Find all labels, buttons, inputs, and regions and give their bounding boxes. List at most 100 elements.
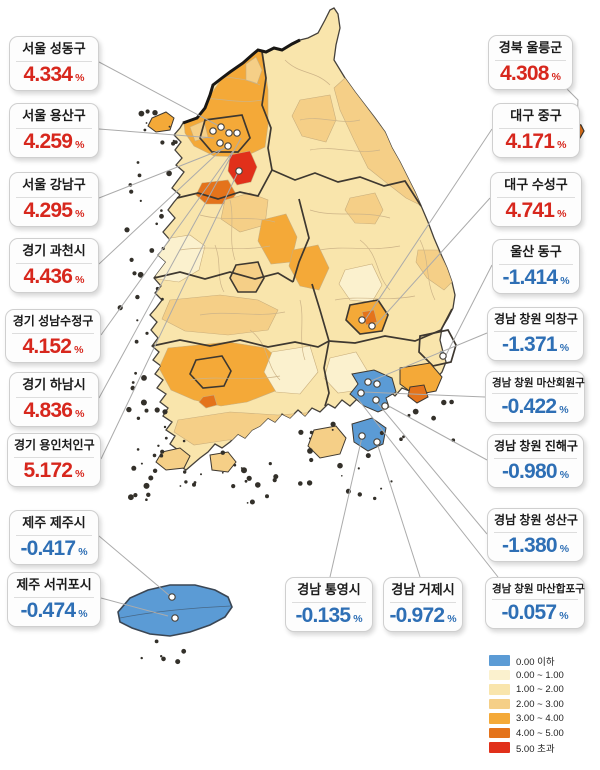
region-name: 경기 하남시: [16, 377, 92, 398]
percent-unit: %: [75, 71, 85, 84]
value-number: 4.741: [505, 198, 555, 222]
callout-gyeongnam-tongyeong: 경남 통영시 -0.135%: [285, 577, 373, 633]
callout-changwon-jinhae: 경남 창원 진해구 -0.980%: [487, 434, 584, 488]
value-number: 4.308: [500, 61, 549, 85]
legend-label: 5.00 초과: [516, 743, 555, 755]
percent-unit: %: [559, 542, 570, 555]
region-name: 서울 성동구: [16, 41, 92, 62]
value-number: 5.172: [23, 458, 73, 482]
callout-changwon-masanhoewon: 경남 창원 마산회원구 -0.422%: [485, 371, 585, 424]
region-name: 제주 제주시: [16, 515, 92, 536]
value-number: 4.259: [23, 129, 73, 153]
legend-swatch: [489, 727, 510, 739]
value-number: -0.057: [501, 601, 557, 625]
value-number: -0.980: [501, 459, 558, 483]
region-name: 경남 창원 성산구: [494, 513, 578, 533]
percent-unit: %: [78, 545, 88, 558]
legend-swatch: [489, 655, 510, 666]
region-value: -1.414%: [495, 266, 577, 290]
legend-row: 5.00 초과: [489, 742, 564, 755]
percent-unit: %: [75, 273, 85, 286]
region-value: -0.474%: [10, 599, 98, 623]
callout-gyeongnam-geoje: 경남 거제시 -0.972%: [383, 577, 463, 633]
legend-swatch: [489, 684, 510, 695]
value-number: 4.295: [23, 198, 73, 222]
value-number: -0.422: [501, 395, 557, 419]
region-value: 4.308%: [491, 62, 570, 86]
value-number: -0.474: [20, 598, 76, 622]
value-number: 4.436: [23, 264, 73, 288]
region-name: 경남 통영시: [292, 582, 366, 603]
value-number: -1.380: [501, 533, 558, 557]
percent-unit: %: [75, 138, 85, 151]
value-number: -0.972: [389, 603, 445, 627]
percent-unit: %: [551, 70, 561, 83]
callout-gyeonggi-hanam: 경기 하남시 4.836%: [9, 372, 99, 428]
value-number: -0.417: [20, 536, 76, 560]
percent-unit: %: [75, 467, 85, 480]
legend-label: 0.00 이하: [516, 656, 555, 668]
region-name: 경남 창원 마산회원구: [492, 377, 585, 395]
callout-lines: [98, 61, 579, 617]
region-name: 서울 강남구: [16, 177, 92, 198]
region-value: 4.436%: [12, 265, 96, 289]
region-value: -0.422%: [488, 395, 582, 419]
region-name: 경북 울릉군: [495, 40, 566, 61]
legend-row: 1.00 ~ 2.00: [489, 684, 564, 695]
region-value: -0.057%: [488, 601, 582, 625]
callout-jeju-jeju: 제주 제주시 -0.417%: [9, 510, 99, 566]
percent-unit: %: [557, 138, 567, 151]
legend-swatch: [489, 713, 510, 724]
percent-unit: %: [353, 612, 363, 625]
legend-label: 4.00 ~ 5.00: [516, 727, 564, 739]
percent-unit: %: [447, 612, 457, 625]
region-value: -0.417%: [12, 537, 96, 561]
value-number: 4.334: [23, 62, 73, 86]
callout-changwon-uichang: 경남 창원 의창구 -1.371%: [487, 307, 584, 361]
region-name: 경남 창원 마산합포구: [492, 583, 585, 601]
jeju-island: [117, 584, 233, 637]
region-name: 경남 창원 의창구: [494, 312, 578, 332]
legend-row: 3.00 ~ 4.00: [489, 713, 564, 724]
region-value: -0.972%: [386, 604, 460, 628]
region-name: 경기 용인처인구: [14, 438, 95, 458]
callout-gyeonggi-yongin-cheoin: 경기 용인처인구 5.172%: [7, 433, 101, 487]
legend-label: 1.00 ~ 2.00: [516, 684, 564, 695]
region-name: 경기 성남수정구: [12, 314, 94, 334]
region-value: 4.152%: [8, 335, 98, 359]
value-number: -1.414: [502, 265, 558, 289]
callout-seoul-seongdong: 서울 성동구 4.334%: [9, 36, 99, 92]
percent-unit: %: [559, 610, 569, 623]
region-value: -0.980%: [490, 460, 581, 484]
region-name: 제주 서귀포시: [14, 577, 94, 598]
legend-row: 2.00 ~ 3.00: [489, 699, 564, 710]
region-value: 4.334%: [12, 63, 96, 87]
region-name: 대구 중구: [499, 108, 573, 129]
percent-unit: %: [78, 607, 88, 620]
percent-unit: %: [75, 207, 85, 220]
region-value: 4.171%: [495, 130, 577, 154]
percent-unit: %: [74, 343, 84, 356]
percent-unit: %: [559, 404, 569, 417]
legend-label: 3.00 ~ 4.00: [516, 713, 564, 724]
percent-unit: %: [557, 207, 567, 220]
legend-swatch: [489, 669, 510, 681]
callout-gyeonggi-gwacheon: 경기 과천시 4.436%: [9, 238, 99, 294]
legend-row: 0.00 ~ 1.00: [489, 670, 564, 681]
region-value: 4.836%: [12, 399, 96, 423]
percent-unit: %: [559, 468, 570, 481]
region-name: 경기 과천시: [16, 243, 92, 264]
region-value: 4.259%: [12, 130, 96, 154]
callout-seoul-gangnam: 서울 강남구 4.295%: [9, 172, 99, 228]
callout-seoul-yongsan: 서울 용산구 4.259%: [9, 103, 99, 159]
region-value: 5.172%: [10, 459, 98, 483]
callout-changwon-seongsan: 경남 창원 성산구 -1.380%: [487, 508, 584, 562]
value-number: -0.135: [295, 603, 351, 627]
region-value: 4.295%: [12, 199, 96, 223]
small-islands: [117, 109, 456, 665]
value-number: 4.152: [22, 334, 72, 358]
region-name: 서울 용산구: [16, 108, 92, 129]
region-name: 울산 동구: [499, 244, 573, 265]
